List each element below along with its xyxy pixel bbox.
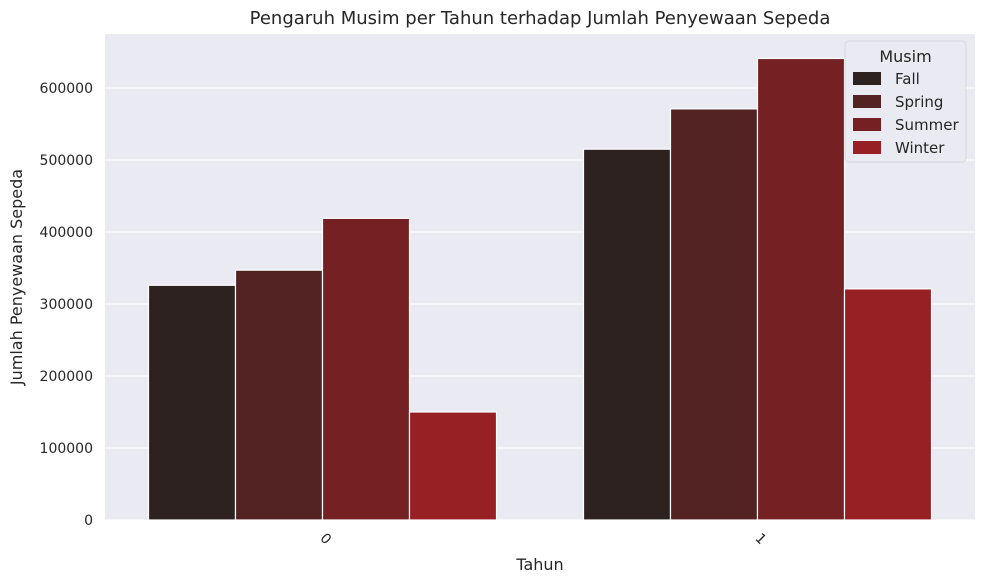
legend-title: Musim (879, 47, 931, 66)
y-tick-label: 400000 (40, 225, 93, 241)
bar (582, 148, 672, 521)
legend-swatch (853, 95, 881, 108)
bar (234, 269, 324, 521)
y-tick-label: 600000 (40, 81, 93, 97)
y-tick-label: 100000 (40, 441, 93, 457)
bar (408, 411, 498, 521)
bar (843, 288, 933, 521)
legend-swatch (853, 118, 881, 131)
y-axis-ticks: 0 100000 200000 300000 400000 500000 600000 (40, 81, 93, 529)
bar (147, 284, 237, 521)
y-tick-label: 200000 (40, 369, 93, 385)
bar (321, 217, 411, 521)
x-axis-label: Tahun (515, 555, 563, 574)
legend-swatch (853, 141, 881, 154)
y-tick-label: 500000 (40, 153, 93, 169)
x-tick-label: 1 (752, 530, 770, 548)
y-axis-label: Jumlah Penyewaan Sepeda (7, 169, 26, 386)
y-tick-label: 0 (84, 513, 93, 529)
x-tick-label: 0 (317, 530, 335, 548)
legend-label: Summer (895, 116, 959, 134)
legend-swatch (853, 72, 881, 85)
bar (669, 108, 759, 521)
legend-label: Spring (895, 93, 943, 111)
legend-label: Winter (895, 139, 945, 157)
legend: Musim Fall Spring Summer Winter (844, 40, 967, 163)
legend-box (844, 40, 967, 163)
chart-title: Pengaruh Musim per Tahun terhadap Jumlah… (250, 8, 831, 29)
y-tick-label: 300000 (40, 297, 93, 313)
bars (147, 57, 933, 521)
legend-label: Fall (895, 70, 920, 88)
bar (756, 57, 846, 521)
